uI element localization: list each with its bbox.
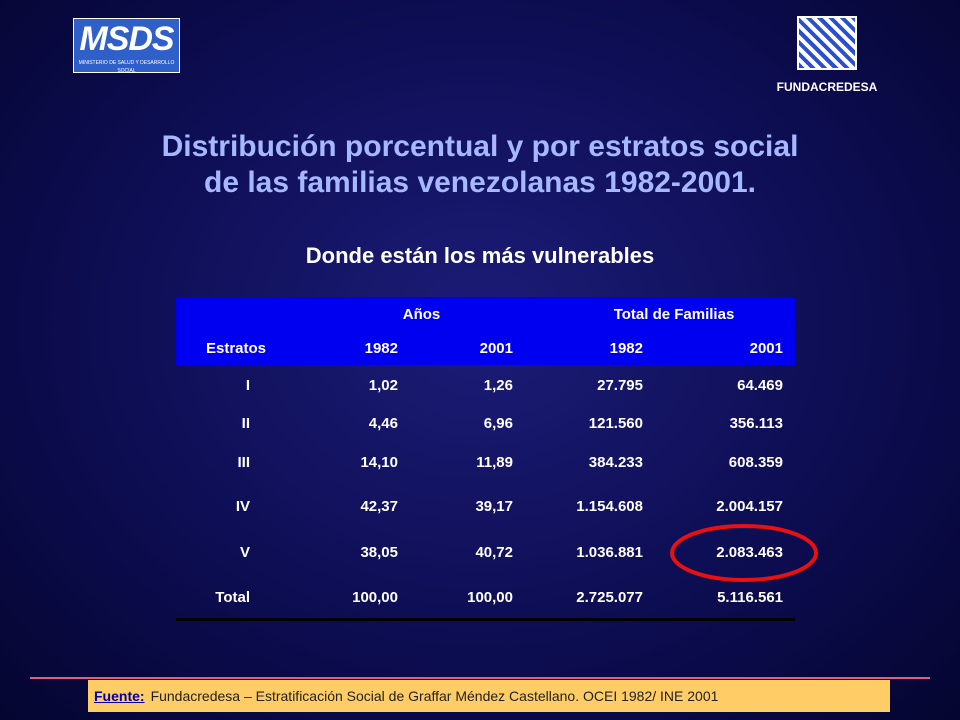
table-cell: 100,00 [352, 588, 398, 606]
table-row: IV 42,37 39,17 1.154.608 2.004.157 [176, 483, 795, 530]
table-cell: 100,00 [467, 588, 513, 606]
table-cell: III [237, 454, 250, 471]
table-cell: 356.113 [729, 415, 783, 432]
table-cell: 1,26 [483, 376, 513, 394]
logo-subtitle: MINISTERIO DE SALUD Y DESARROLLO SOCIAL [78, 60, 175, 74]
table-row: V 38,05 40,72 1.036.881 2.083.463 [176, 530, 795, 575]
fundacredesa-logo [797, 16, 857, 70]
column-header: 1982 [609, 339, 643, 357]
table-row: I 1,02 1,26 27.795 64.469 [176, 365, 795, 405]
logo-label: FUNDACREDESA [776, 80, 878, 94]
table-cell: 1,02 [368, 376, 398, 394]
group-header: Total de Familias [613, 305, 735, 323]
table-row: II 4,46 6,96 121.560 356.113 [176, 405, 795, 442]
group-header-row: Años Total de Familias [176, 297, 795, 331]
table-cell: I [245, 376, 250, 394]
table-cell: V [239, 544, 250, 561]
footer-rule [30, 677, 930, 679]
table-cell: 2.725.077 [576, 588, 643, 606]
column-header: 1982 [364, 339, 398, 357]
table-cell: 121.560 [588, 415, 643, 432]
footer-text: Fundacredesa – Estratificación Social de… [150, 688, 719, 704]
table-cell: 39,17 [475, 498, 513, 515]
table-cell: 40,72 [475, 544, 513, 561]
table-cell: 42,37 [360, 498, 398, 515]
column-header-row: Estratos 1982 2001 1982 2001 [176, 331, 795, 365]
logo-title: MSDS [79, 20, 174, 58]
table-bottom-rule [176, 618, 795, 621]
table-cell: 4,46 [368, 415, 398, 432]
table-cell: 2.004.157 [716, 498, 783, 515]
table-cell: 1.036.881 [576, 544, 643, 561]
table-row: Total 100,00 100,00 2.725.077 5.116.561 [176, 575, 795, 619]
column-header: 2001 [479, 339, 513, 357]
group-header: Años [402, 305, 441, 323]
table-cell: II [241, 415, 250, 432]
table-cell: 38,05 [360, 544, 398, 561]
table-cell: IV [235, 498, 250, 515]
table-cell: 14,10 [360, 454, 398, 471]
column-header: Estratos [206, 339, 267, 357]
data-table: Años Total de Familias Estratos 1982 2001 19… [176, 297, 795, 619]
table-cell: 27.795 [597, 376, 643, 394]
table-cell: 6,96 [483, 415, 513, 432]
table-cell: 64.469 [737, 376, 783, 394]
table-row: III 14,10 11,89 384.233 608.359 [176, 442, 795, 483]
column-header: 2001 [749, 339, 783, 357]
title-line: Distribución porcentual y por estratos s… [161, 130, 799, 163]
table-cell: 5.116.561 [717, 588, 783, 606]
table-cell: 1.154.608 [576, 498, 643, 515]
footer-label: Fuente: [94, 688, 145, 704]
table-cell: 11,89 [476, 454, 513, 471]
footer: Fuente: Fundacredesa – Estratificación So… [88, 680, 890, 712]
highlight-ellipse [670, 524, 818, 582]
subtitle: Donde están los más vulnerables [305, 243, 655, 268]
table-cell: 608.359 [728, 454, 783, 471]
msds-logo: MSDS MINISTERIO DE SALUD Y DESARROLLO SO… [73, 18, 180, 74]
table-cell: 384.233 [588, 454, 643, 471]
title-line: de las familias venezolanas 1982-2001. [204, 166, 756, 199]
table-cell: Total [215, 588, 250, 606]
table-cell: 2.083.463 [716, 544, 783, 561]
